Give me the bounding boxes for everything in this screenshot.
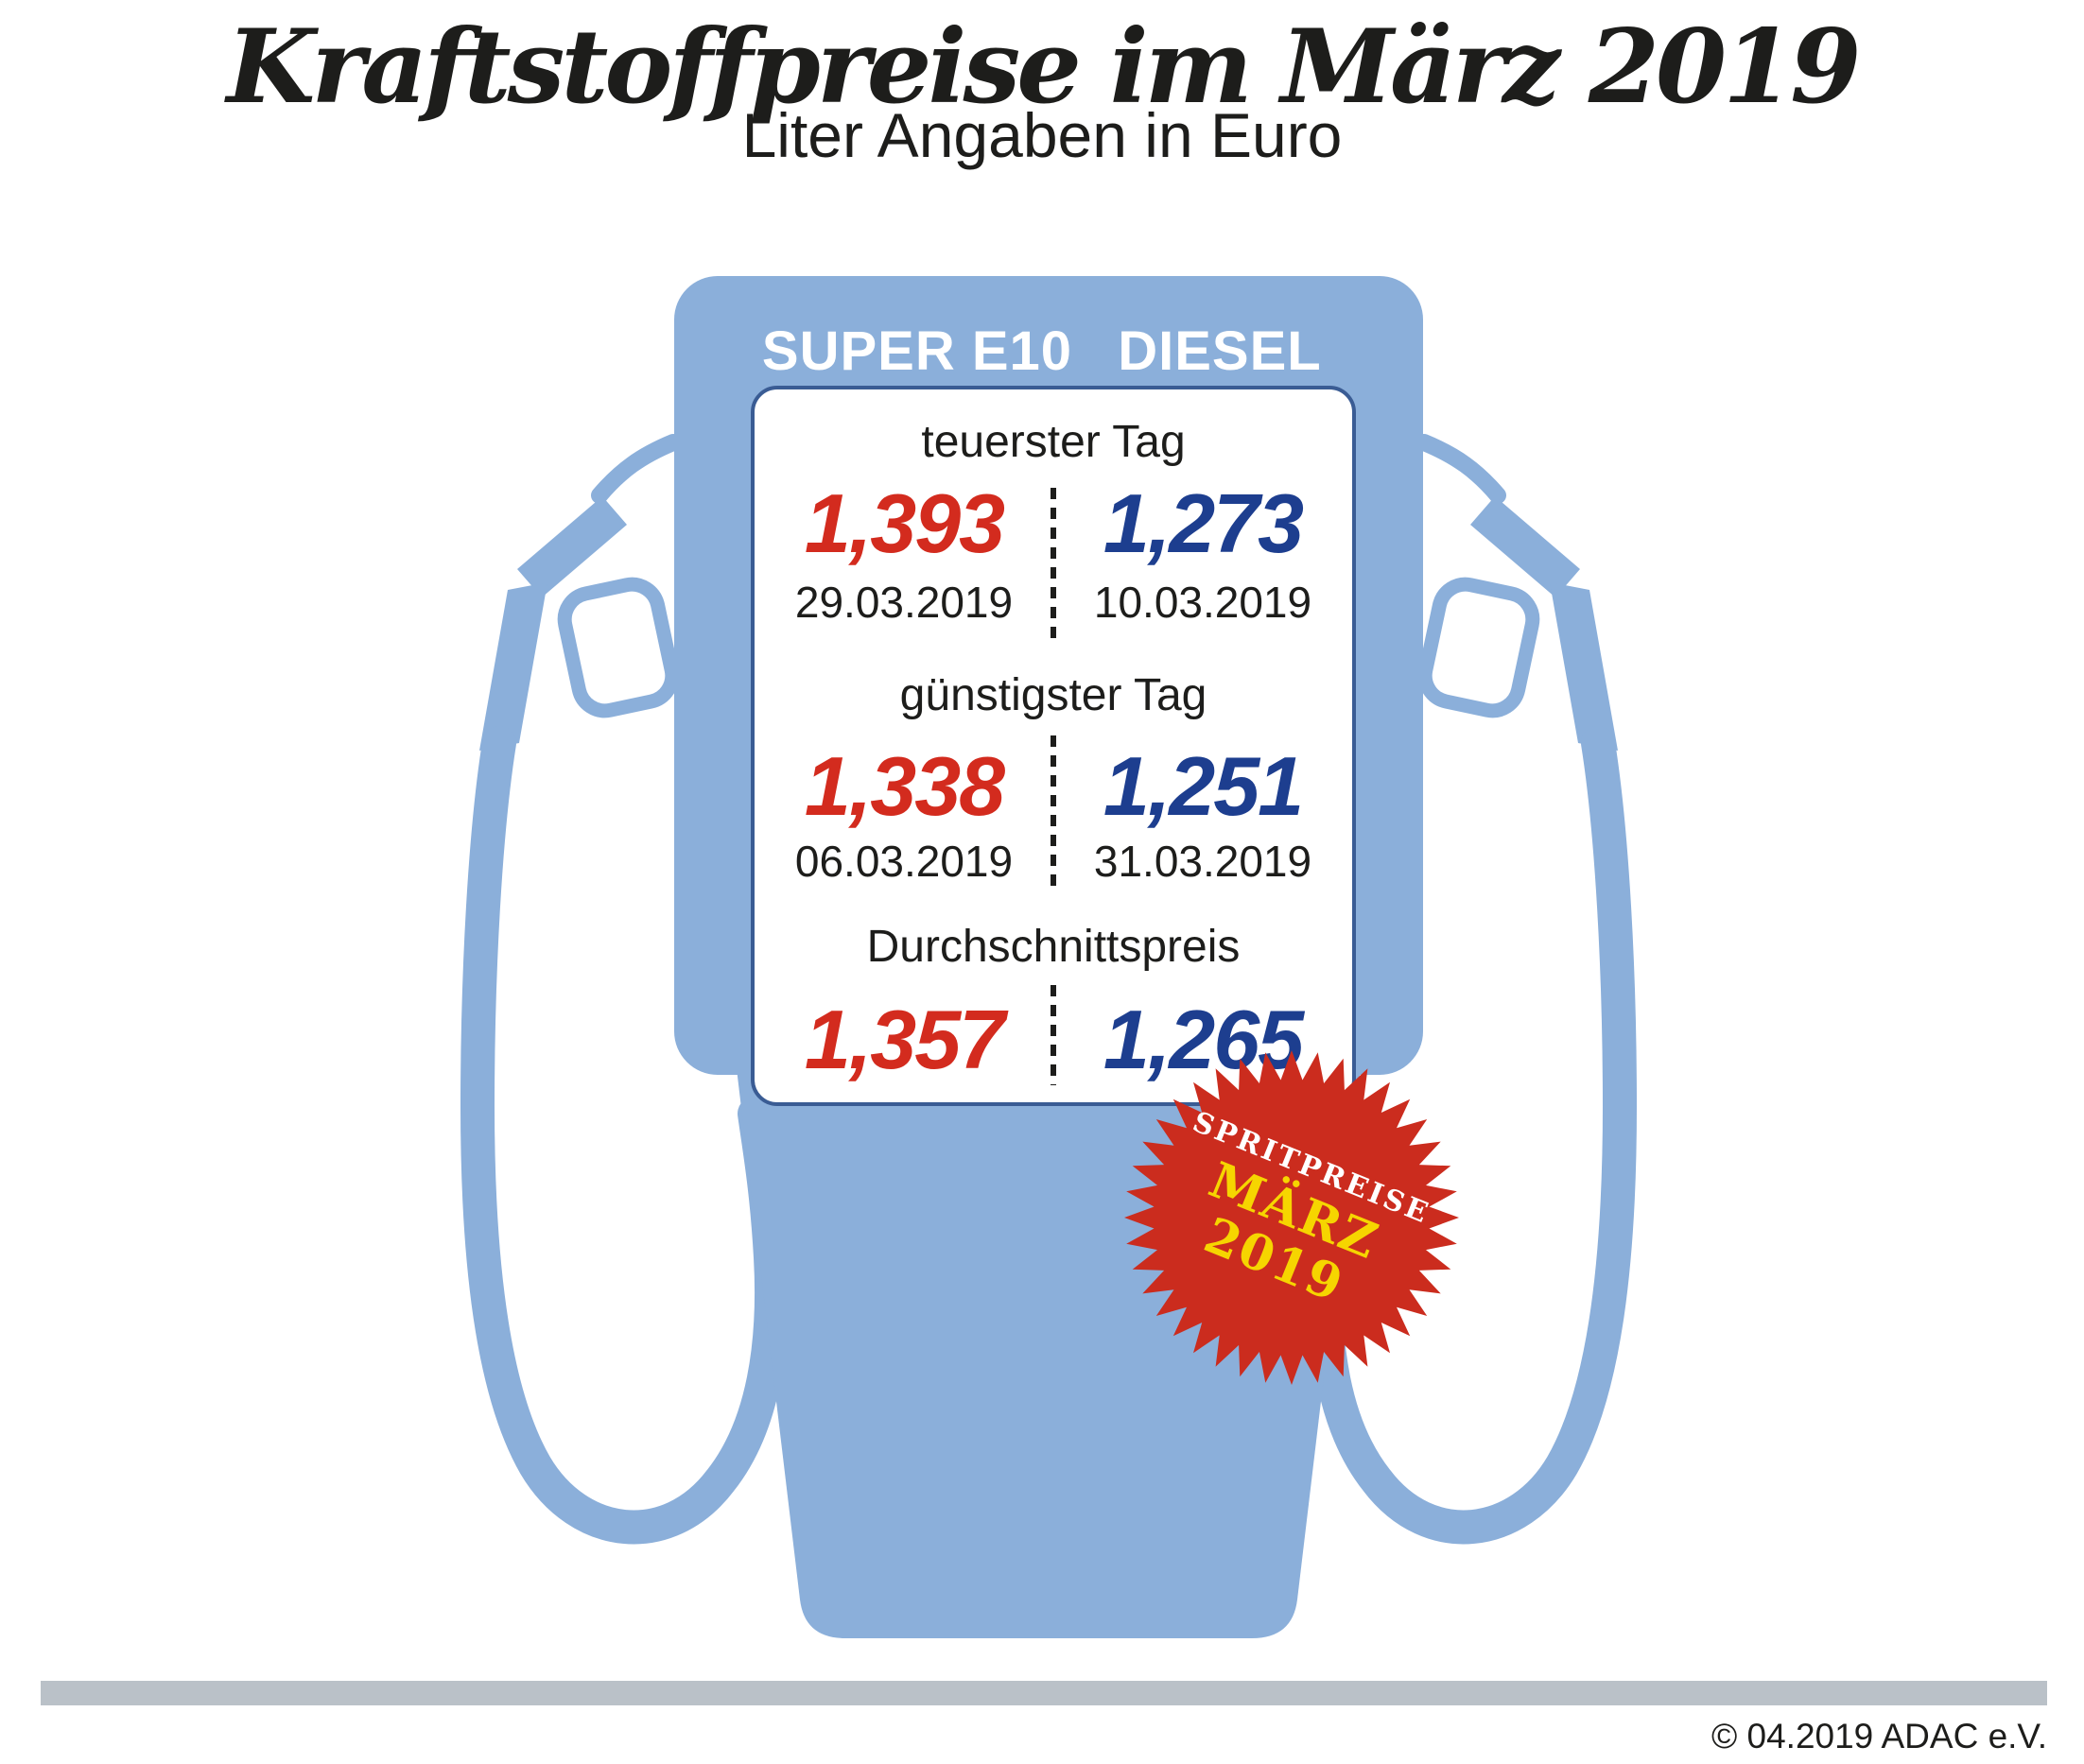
fuel-type-header: SUPER E10 DIESEL (751, 321, 1356, 382)
fuel-type-diesel: DIESEL (1118, 320, 1322, 382)
column-divider (1051, 985, 1056, 1085)
fuel-type-super-e10: SUPER E10 (761, 320, 1073, 382)
super-e10-price-avg: 1,357 (804, 993, 1005, 1086)
diesel-price-max: 1,273 (1103, 476, 1304, 570)
date-row: 29.03.2019 10.03.2019 (755, 577, 1352, 628)
date-row: 06.03.2019 31.03.2019 (755, 836, 1352, 887)
price-row: 1,357 1,265 (755, 994, 1352, 1085)
price-panel: teuerster Tag 1,393 1,273 29.03.2019 10.… (751, 386, 1356, 1106)
super-e10-date-min: 06.03.2019 (794, 837, 1014, 886)
page-subtitle: Liter Angaben in Euro (741, 100, 1343, 170)
section-label-most-expensive-day: teuerster Tag (921, 417, 1186, 467)
super-e10-price-min: 1,338 (804, 739, 1005, 833)
diesel-date-min: 31.03.2019 (1093, 837, 1312, 886)
section-label-cheapest-day: günstigster Tag (899, 670, 1207, 720)
super-e10-date-max: 29.03.2019 (794, 578, 1014, 627)
diesel-date-max: 10.03.2019 (1093, 578, 1312, 627)
price-row: 1,338 1,251 (755, 741, 1352, 832)
super-e10-price-max: 1,393 (804, 476, 1005, 570)
price-row: 1,393 1,273 (755, 478, 1352, 569)
footer-divider-bar (41, 1681, 2047, 1705)
spritpreise-badge: SPRITPREISE MÄRZ 2019 (1121, 1047, 1462, 1388)
starburst-icon (1124, 1050, 1459, 1385)
column-divider (1051, 488, 1056, 639)
section-label-average-price: Durchschnittspreis (866, 922, 1241, 972)
column-divider (1051, 735, 1056, 894)
copyright-text: © 04.2019 ADAC e.V. (1711, 1717, 2047, 1755)
diesel-price-min: 1,251 (1103, 739, 1304, 833)
page-title: Kraftstoffpreise im März 2019 (226, 8, 1862, 127)
